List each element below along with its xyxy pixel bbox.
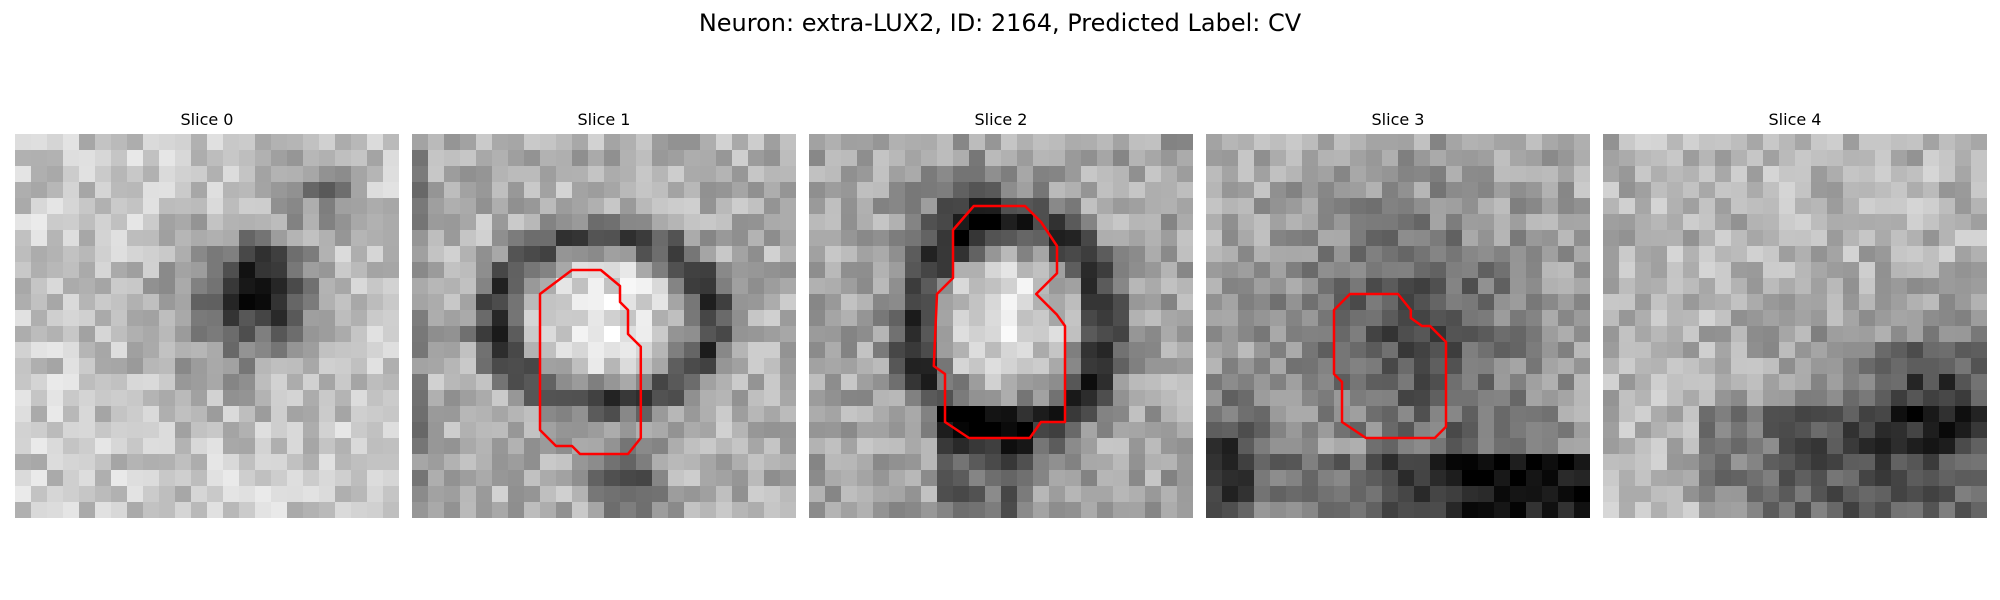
slice-image-2: [809, 134, 1193, 518]
slice-image-0: [15, 134, 399, 518]
slice-panel-3: Slice 3: [1206, 110, 1590, 518]
slice-image-3: [1206, 134, 1590, 518]
slice-title-3: Slice 3: [1371, 110, 1425, 129]
segmentation-outline-3: [1332, 292, 1448, 440]
slice-image-4: [1603, 134, 1987, 518]
slice-image-1: [412, 134, 796, 518]
figure-title: Neuron: extra-LUX2, ID: 2164, Predicted …: [698, 9, 1302, 37]
slice-title-2: Slice 2: [974, 110, 1028, 129]
slice-title-4: Slice 4: [1768, 110, 1822, 129]
slice-title-0: Slice 0: [180, 110, 234, 129]
segmentation-outline-2: [932, 204, 1067, 440]
slice-panel-4: Slice 4: [1603, 110, 1987, 518]
slice-panel-1: Slice 1: [412, 110, 796, 518]
slice-title-1: Slice 1: [577, 110, 631, 129]
slice-panel-0: Slice 0: [15, 110, 399, 518]
slice-panel-2: Slice 2: [809, 110, 1193, 518]
segmentation-outline-1: [538, 268, 643, 456]
